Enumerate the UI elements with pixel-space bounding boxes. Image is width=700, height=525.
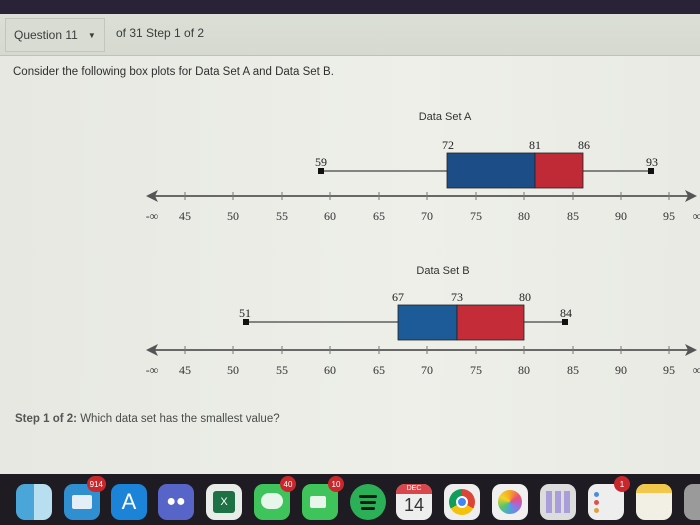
prompt-text: Consider the following box plots for Dat… bbox=[13, 66, 334, 78]
label-a-q1: 72 bbox=[442, 138, 454, 152]
dock-discord-icon[interactable]: ●● bbox=[158, 484, 194, 520]
screen: Question 11 ▼ of 31 Step 1 of 2 Consider… bbox=[0, 14, 700, 474]
dock: 914 A ●● X 40 10 DEC 14 1 bbox=[0, 474, 700, 525]
svg-text:65: 65 bbox=[373, 209, 385, 223]
reminders-badge: 1 bbox=[614, 476, 630, 492]
label-a-median: 81 bbox=[529, 138, 541, 152]
calendar-month: DEC bbox=[396, 484, 432, 494]
svg-text:-∞: -∞ bbox=[146, 209, 159, 223]
step-indicator: of 31 Step 1 of 2 bbox=[116, 26, 205, 40]
prompt-area: Consider the following box plots for Dat… bbox=[0, 56, 700, 474]
dock-mail-icon[interactable]: 914 bbox=[64, 476, 106, 520]
svg-text:85: 85 bbox=[567, 209, 579, 223]
box-b-lower bbox=[397, 304, 458, 341]
calendar-day: 14 bbox=[403, 495, 425, 515]
svg-text:65: 65 bbox=[373, 363, 385, 377]
svg-text:95: 95 bbox=[663, 209, 675, 223]
box-plots-chart: Data Set A 59 72 81 86 93 bbox=[146, 111, 700, 377]
svg-text:55: 55 bbox=[276, 209, 288, 223]
svg-text:70: 70 bbox=[421, 209, 433, 223]
min-marker-b bbox=[243, 319, 249, 325]
box-plot-b: Data Set B 51 67 73 80 84 bbox=[239, 265, 572, 341]
dock-system-preferences-icon[interactable] bbox=[684, 484, 700, 520]
messages-badge: 40 bbox=[280, 476, 296, 492]
label-b-min: 51 bbox=[239, 306, 251, 320]
dock-reminders-icon[interactable]: 1 bbox=[588, 476, 630, 520]
dock-finder-icon[interactable] bbox=[16, 484, 52, 520]
label-b-max: 84 bbox=[560, 306, 572, 320]
svg-text:∞: ∞ bbox=[693, 363, 700, 377]
top-bezel bbox=[0, 0, 700, 14]
max-marker-a bbox=[648, 168, 654, 174]
dock-messages-icon[interactable]: 40 bbox=[254, 476, 296, 520]
dock-app-store-icon[interactable]: A bbox=[111, 484, 147, 520]
number-line-b: -∞ 45 50 55 60 65 70 75 80 85 90 95 ∞ bbox=[146, 344, 700, 377]
max-marker-b bbox=[562, 319, 568, 325]
dock-notes-icon[interactable] bbox=[636, 484, 672, 520]
svg-text:∞: ∞ bbox=[693, 209, 700, 223]
dock-launchpad-icon[interactable] bbox=[540, 484, 576, 520]
box-a-upper bbox=[534, 152, 584, 189]
min-marker-a bbox=[318, 168, 324, 174]
label-b-q3: 80 bbox=[519, 290, 531, 304]
svg-text:95: 95 bbox=[663, 363, 675, 377]
box-b-upper bbox=[456, 304, 525, 341]
dock-chrome-icon[interactable] bbox=[444, 484, 480, 520]
label-a-min: 59 bbox=[315, 155, 327, 169]
svg-text:85: 85 bbox=[567, 363, 579, 377]
plot-a-title: Data Set A bbox=[419, 111, 472, 123]
svg-text:75: 75 bbox=[470, 209, 482, 223]
svg-text:60: 60 bbox=[324, 209, 336, 223]
svg-text:75: 75 bbox=[470, 363, 482, 377]
step-question-text: Which data set has the smallest value? bbox=[80, 413, 280, 425]
plot-b-title: Data Set B bbox=[416, 265, 469, 277]
header-bar: Question 11 ▼ of 31 Step 1 of 2 bbox=[0, 14, 700, 56]
svg-text:-∞: -∞ bbox=[146, 363, 159, 377]
box-plot-a: Data Set A 59 72 81 86 93 bbox=[315, 111, 658, 189]
svg-text:45: 45 bbox=[179, 363, 191, 377]
number-line-a: -∞ 45 50 55 60 65 70 75 80 85 90 95 ∞ bbox=[146, 190, 700, 223]
step-question: Step 1 of 2: Which data set has the smal… bbox=[15, 413, 280, 425]
chevron-down-icon: ▼ bbox=[87, 30, 96, 40]
dock-spotify-icon[interactable] bbox=[350, 484, 386, 520]
label-b-median: 73 bbox=[451, 290, 463, 304]
mail-badge: 914 bbox=[86, 476, 106, 492]
svg-text:90: 90 bbox=[615, 209, 627, 223]
step-label: Step 1 of 2: bbox=[15, 413, 77, 425]
svg-text:80: 80 bbox=[518, 209, 530, 223]
dock-excel-icon[interactable]: X bbox=[206, 484, 242, 520]
dock-photos-icon[interactable] bbox=[492, 484, 528, 520]
svg-text:55: 55 bbox=[276, 363, 288, 377]
dock-facetime-icon[interactable]: 10 bbox=[302, 476, 344, 520]
svg-text:45: 45 bbox=[179, 209, 191, 223]
svg-text:50: 50 bbox=[227, 209, 239, 223]
dock-calendar-icon[interactable]: DEC 14 bbox=[396, 484, 432, 520]
label-a-max: 93 bbox=[646, 155, 658, 169]
box-a-lower bbox=[446, 152, 536, 189]
question-label: Question 11 bbox=[14, 28, 78, 42]
label-a-q3: 86 bbox=[578, 138, 590, 152]
svg-text:90: 90 bbox=[615, 363, 627, 377]
label-b-q1: 67 bbox=[392, 290, 404, 304]
svg-text:80: 80 bbox=[518, 363, 530, 377]
question-select[interactable]: Question 11 ▼ bbox=[5, 18, 105, 52]
facetime-badge: 10 bbox=[328, 476, 344, 492]
svg-text:50: 50 bbox=[227, 363, 239, 377]
svg-text:70: 70 bbox=[421, 363, 433, 377]
svg-text:60: 60 bbox=[324, 363, 336, 377]
